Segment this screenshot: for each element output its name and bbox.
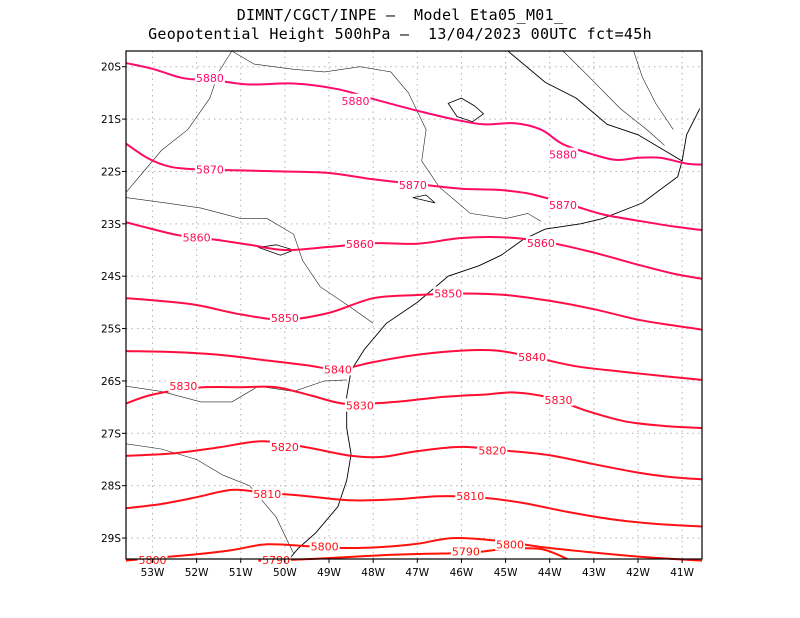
contour-label-bg: [194, 162, 225, 176]
contour-label-bg: [269, 439, 300, 453]
contour-line-5830: [125, 385, 703, 430]
lat-tick-label: 22S: [101, 166, 121, 178]
contour-label-5860: 5860: [527, 237, 555, 250]
lon-tick-label: 44W: [538, 567, 562, 579]
lon-tick-label: 43W: [582, 567, 606, 579]
lon-tick-label: 46W: [450, 567, 474, 579]
lat-tick-label: 25S: [101, 324, 121, 336]
contour-label-bg: [269, 311, 300, 325]
contour-label-bg: [397, 178, 428, 192]
contour-label-5800: 5800: [311, 540, 339, 553]
lon-tick-label: 53W: [141, 567, 165, 579]
contour-line-5820: [125, 440, 703, 481]
lat-tick-label: 28S: [101, 481, 121, 493]
contour-label-bg: [344, 237, 375, 251]
contour-label-bg: [525, 236, 556, 250]
contour-label-5810: 5810: [253, 488, 281, 501]
lat-tick-label: 24S: [101, 271, 121, 283]
contour-label-5880: 5880: [196, 72, 224, 85]
lon-tick-label: 42W: [626, 567, 650, 579]
contour-label-bg: [322, 362, 353, 376]
contour-label-5850: 5850: [271, 312, 299, 325]
contour-label-bg: [433, 286, 464, 300]
contour-label-5830: 5830: [169, 380, 197, 393]
lat-tick-label: 20S: [101, 62, 121, 74]
contour-label-bg: [455, 489, 486, 503]
lon-tick-label: 52W: [185, 567, 209, 579]
contour-label-5840: 5840: [518, 351, 546, 364]
contour-label-5870: 5870: [196, 163, 224, 176]
lat-lon-grid: [126, 51, 702, 559]
lat-tick-label: 21S: [101, 114, 121, 126]
coastline: [681, 108, 701, 162]
map-title-line-2: Geopotential Height 500hPa – 13/04/2023 …: [148, 25, 652, 43]
state-border: [231, 50, 542, 222]
map-title-line-1: DIMNT/CGCT/INPE – Model Eta05_M01_: [236, 6, 564, 24]
contour-label-bg: [181, 230, 212, 244]
contour-label-5790: 5790: [452, 546, 480, 559]
contour-label-bg: [543, 392, 574, 406]
contour-label-5840: 5840: [324, 363, 352, 376]
reservoir-outline: [447, 97, 485, 123]
contour-labels: 5880 5880 5880 5870 5870 5870 5860 5860 5860 5850…: [137, 71, 578, 567]
contour-label-bg: [547, 197, 578, 211]
contour-label-5810: 5810: [456, 490, 484, 503]
state-border: [125, 443, 294, 554]
contour-label-bg: [547, 147, 578, 161]
lon-tick-label: 51W: [229, 567, 253, 579]
contour-label-bg: [450, 544, 481, 558]
contour-label-bg: [194, 71, 225, 85]
contour-label-bg: [517, 349, 548, 363]
reservoir-outline: [412, 194, 436, 204]
state-border: [125, 379, 347, 403]
contour-label-bg: [168, 379, 199, 393]
contour-label-5850: 5850: [434, 287, 462, 300]
contour-line-5840: [125, 348, 703, 381]
contour-label-5790: 5790: [262, 554, 290, 567]
map-frame: [125, 50, 703, 560]
contour-label-bg: [309, 539, 340, 553]
lon-tick-label: 50W: [273, 567, 297, 579]
lon-tick-label: 48W: [361, 567, 385, 579]
coastline-and-borders: [125, 50, 701, 560]
lat-tick-label: 29S: [101, 533, 121, 545]
contour-label-5880: 5880: [342, 95, 370, 108]
contour-label-5830: 5830: [346, 400, 374, 413]
contour-label-bg: [344, 398, 375, 412]
lat-tick-label: 27S: [101, 428, 121, 440]
contour-label-5800: 5800: [496, 538, 524, 551]
lon-tick-label: 45W: [494, 567, 518, 579]
state-border: [633, 50, 674, 130]
contour-line-5850: [125, 292, 703, 331]
lon-tick-label: 41W: [670, 567, 694, 579]
lon-tick-label: 47W: [405, 567, 429, 579]
state-border: [562, 50, 665, 146]
coastline: [288, 50, 683, 560]
contour-label-bg: [252, 487, 283, 501]
contour-line-5800: [125, 536, 703, 562]
state-border: [125, 197, 374, 324]
lat-tick-label: 26S: [101, 376, 121, 388]
contour-line-5860: [125, 221, 703, 280]
contour-label-bg: [477, 443, 508, 457]
axis-labels: 53W 52W 51W 50W 49W 48W 47W 46W 45W 44W 43W 42W 41W 2…: [101, 62, 695, 579]
contour-label-5860: 5860: [183, 231, 211, 244]
contour-line-5810: [125, 488, 703, 528]
contour-label-5830: 5830: [545, 394, 573, 407]
contour-label-bg: [340, 93, 371, 107]
contour-label-5820: 5820: [271, 441, 299, 454]
contour-label-5820: 5820: [478, 445, 506, 458]
contour-label-bg: [495, 537, 525, 551]
lat-tick-label: 23S: [101, 219, 121, 231]
contour-label-5870: 5870: [549, 199, 577, 212]
contour-label-5870: 5870: [399, 179, 427, 192]
contour-label-5880: 5880: [549, 149, 577, 162]
contour-label-5860: 5860: [346, 238, 374, 251]
lon-tick-label: 49W: [317, 567, 341, 579]
